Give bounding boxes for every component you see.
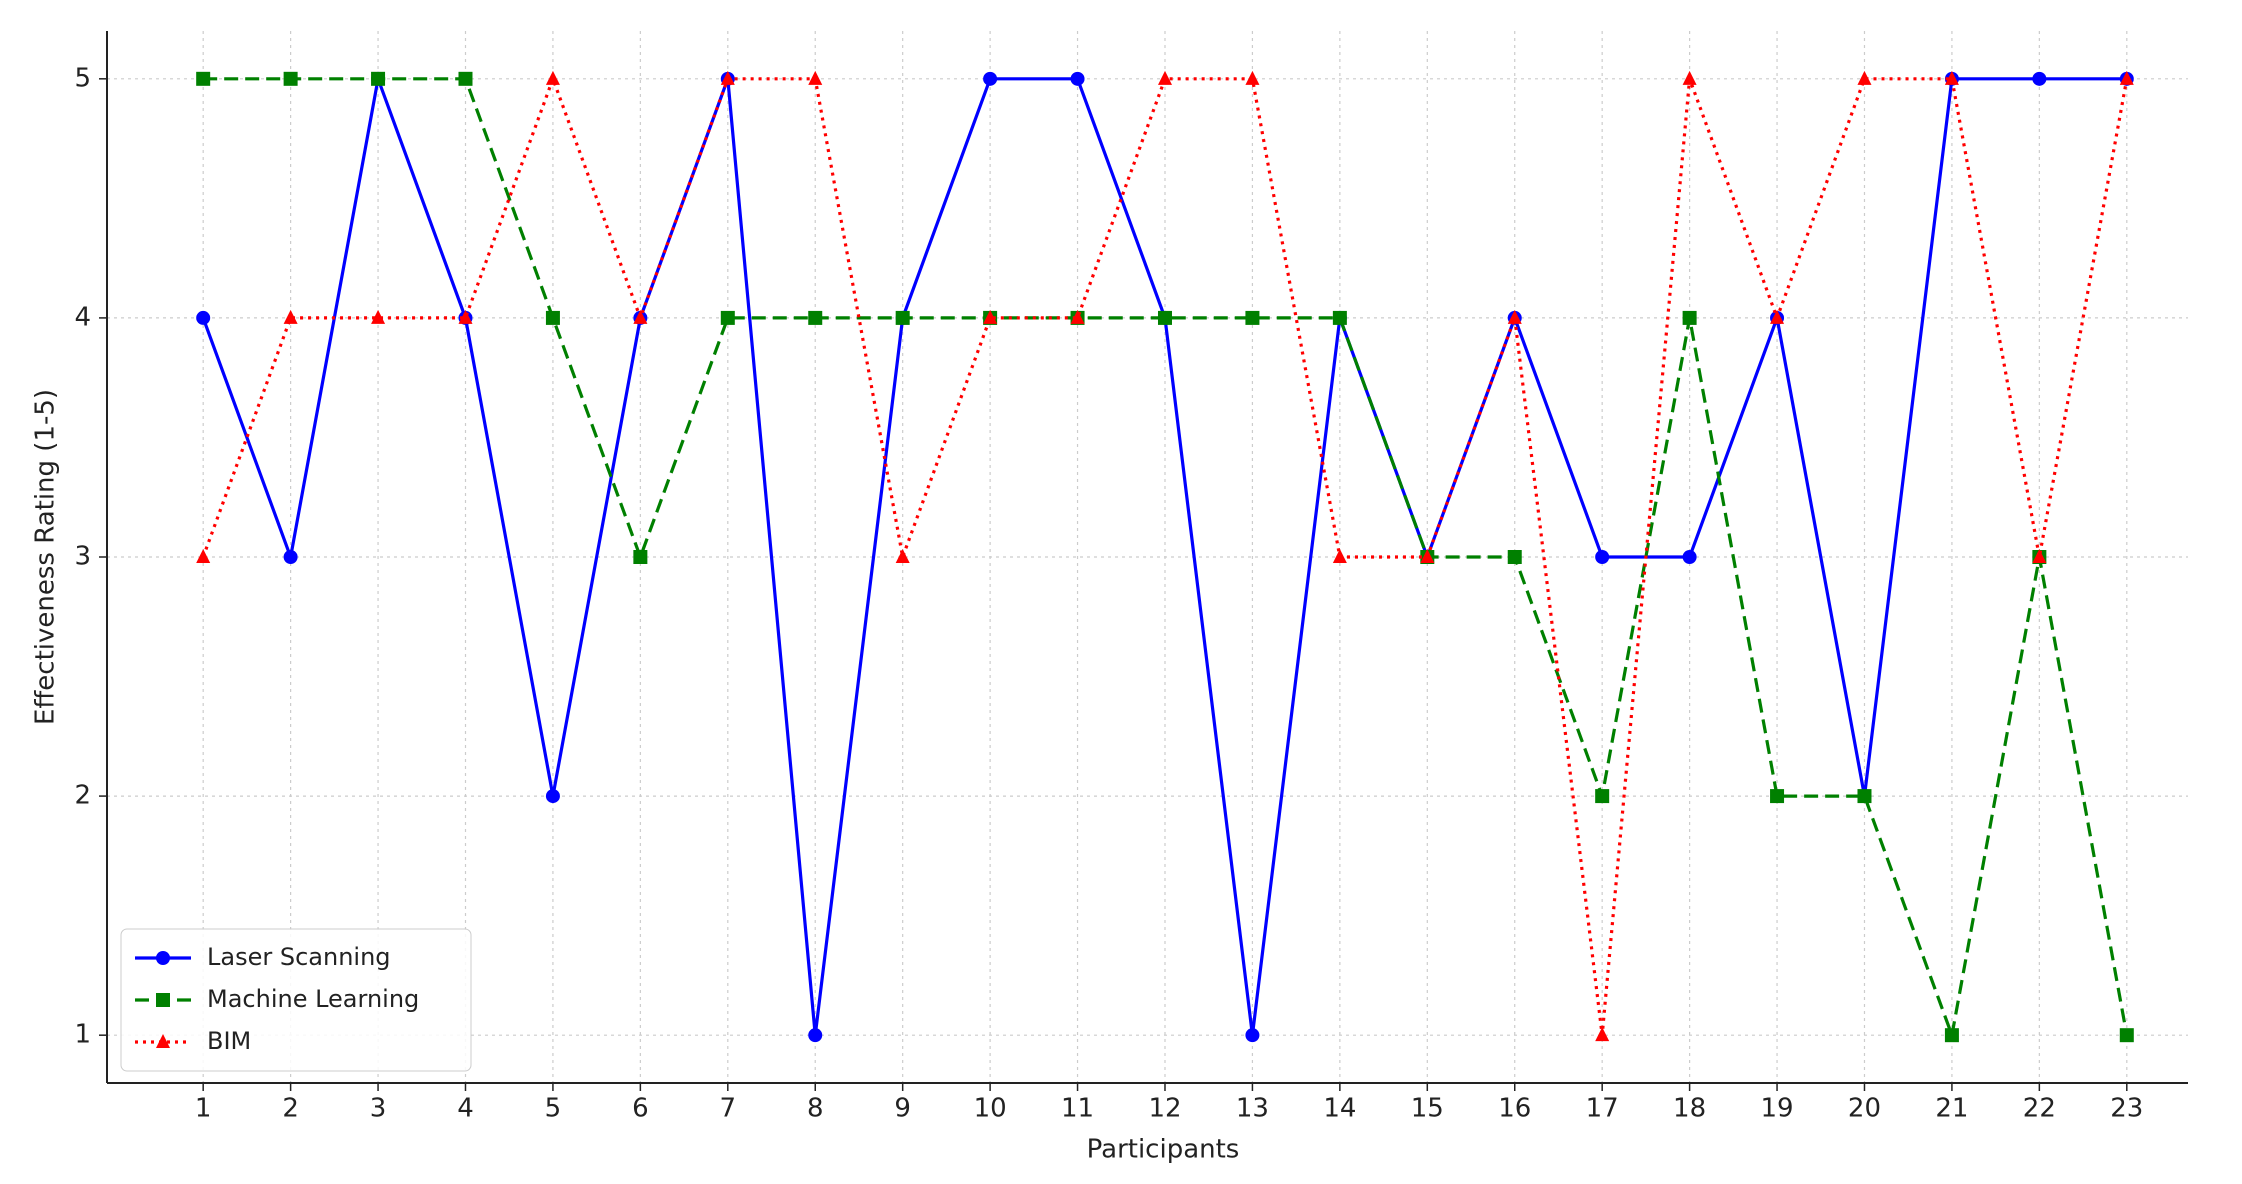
marker (720, 70, 735, 85)
x-tick-label: 4 (457, 1094, 474, 1124)
marker (196, 549, 211, 563)
x-tick-label: 22 (2023, 1094, 2056, 1124)
marker (1770, 789, 1785, 804)
marker (1944, 70, 1959, 85)
marker (156, 1034, 170, 1048)
marker (1857, 70, 1872, 85)
marker (1070, 309, 1085, 324)
marker (1595, 550, 1610, 564)
marker (1157, 70, 1172, 85)
marker (1857, 789, 1872, 804)
marker (895, 310, 910, 325)
marker (1157, 310, 1172, 325)
x-tick-label: 8 (807, 1094, 824, 1124)
marker (283, 309, 298, 324)
marker (983, 71, 998, 86)
marker (983, 309, 998, 324)
marker (283, 550, 298, 564)
marker (1595, 789, 1610, 804)
marker (895, 549, 910, 563)
marker (720, 310, 735, 325)
marker (808, 1028, 823, 1043)
x-tick-label: 7 (720, 1094, 737, 1124)
x-tick-label: 9 (894, 1094, 911, 1124)
x-tick-label: 17 (1586, 1094, 1619, 1124)
marker (1245, 70, 1260, 85)
x-axis-label: Participants (1087, 1135, 1240, 1165)
marker (2119, 70, 2134, 85)
marker (1507, 309, 1522, 324)
y-tick-label: 2 (74, 781, 91, 811)
x-tick-label: 2 (282, 1094, 299, 1124)
marker (371, 309, 386, 324)
marker (808, 70, 823, 85)
series-line (203, 77, 2129, 1042)
x-tick-label: 6 (632, 1094, 649, 1124)
legend-label: Laser Scanning (207, 943, 391, 971)
x-tick-label: 3 (370, 1094, 387, 1124)
marker (1332, 549, 1347, 563)
marker (2119, 1028, 2134, 1043)
x-tick-label: 21 (1935, 1094, 1968, 1124)
legend-box (120, 928, 472, 1072)
marker (196, 71, 211, 86)
marker (808, 310, 823, 325)
x-tick-label: 1 (195, 1094, 212, 1124)
marker (283, 71, 298, 86)
x-tick-label: 18 (1673, 1094, 1706, 1124)
x-tick-label: 10 (974, 1094, 1007, 1124)
x-tick-label: 20 (1848, 1094, 1881, 1124)
marker (545, 789, 560, 804)
x-tick-label: 14 (1323, 1094, 1356, 1124)
x-tick-label: 15 (1411, 1094, 1444, 1124)
marker (156, 951, 170, 965)
y-tick-label: 1 (74, 1020, 91, 1050)
marker (1682, 70, 1697, 85)
marker (458, 71, 473, 86)
x-tick-label: 13 (1236, 1094, 1269, 1124)
marker (1420, 549, 1435, 563)
x-tick-label: 11 (1061, 1094, 1094, 1124)
y-tick-label: 5 (74, 63, 91, 93)
marker (1682, 550, 1697, 564)
marker (1507, 550, 1522, 564)
x-tick-label: 23 (2110, 1094, 2143, 1124)
marker (458, 309, 473, 324)
marker (196, 310, 211, 325)
marker (1332, 310, 1347, 325)
marker (1595, 1027, 1610, 1042)
legend-label: BIM (207, 1027, 251, 1055)
marker (371, 71, 386, 86)
x-tick-label: 12 (1148, 1094, 1181, 1124)
x-tick-label: 16 (1498, 1094, 1531, 1124)
y-tick-label: 4 (74, 302, 91, 332)
marker (1070, 71, 1085, 86)
x-tick-label: 5 (545, 1094, 562, 1124)
marker (1770, 309, 1785, 324)
marker (1245, 1028, 1260, 1043)
marker (633, 550, 648, 564)
marker (1682, 310, 1697, 325)
x-tick-label: 19 (1760, 1094, 1793, 1124)
marker (156, 993, 170, 1007)
marker (2032, 71, 2047, 86)
marker (1245, 310, 1260, 325)
legend: Laser Scanning Machine Learning BIM (120, 928, 472, 1072)
marker (633, 309, 648, 324)
marker (1944, 1028, 1959, 1043)
marker (545, 70, 560, 85)
y-axis-label: Effectiveness Rating (1-5) (31, 389, 61, 725)
legend-label: Machine Learning (207, 985, 419, 1013)
y-tick-label: 3 (74, 542, 91, 572)
marker (2032, 549, 2047, 563)
marker (545, 310, 560, 325)
